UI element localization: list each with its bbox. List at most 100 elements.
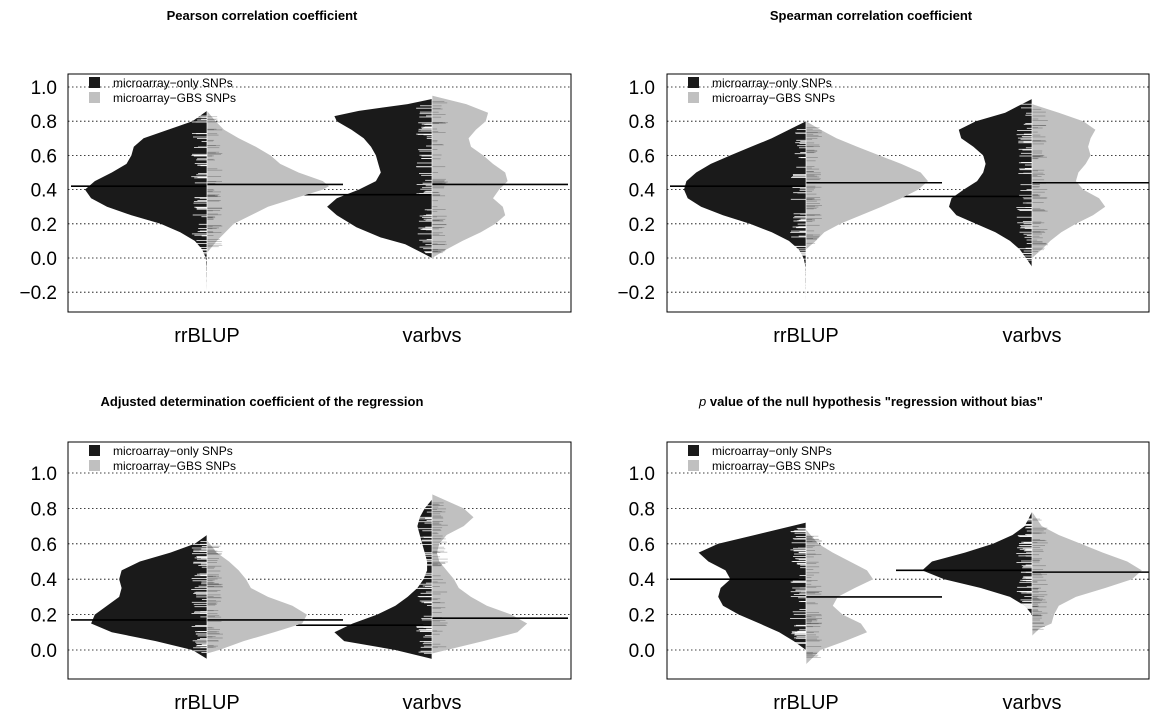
panel-3: Adjusted determination coefficient of th…	[31, 394, 572, 714]
violin-left-rrBLUP	[85, 110, 207, 291]
y-tick-label: 0.8	[31, 499, 57, 520]
violin-left-varbvs	[949, 98, 1032, 267]
y-tick-label: 1.0	[31, 464, 57, 485]
plot-area	[68, 86, 571, 306]
legend-swatch	[688, 445, 699, 456]
violin-left-rrBLUP	[698, 522, 806, 650]
y-tick-label: 0.2	[629, 606, 655, 627]
bean-lines	[432, 101, 448, 254]
bean-lines	[790, 128, 806, 296]
category-label: varbvs	[403, 325, 462, 347]
panel-title-suffix: value of the null hypothesis "regression…	[706, 394, 1043, 409]
bean-lines	[1032, 518, 1048, 631]
y-tick-label: 0.4	[629, 181, 656, 202]
y-tick-label: 0.4	[629, 570, 656, 591]
y-tick-label: 1.0	[629, 464, 655, 485]
panel-title: p value of the null hypothesis "regressi…	[698, 394, 1043, 409]
category-label: rrBLUP	[773, 692, 839, 714]
plot-area	[667, 86, 1149, 306]
y-tick-label: 0.0	[629, 249, 655, 270]
legend-label: microarray−only SNPs	[113, 76, 233, 90]
y-tick-label: 0.0	[31, 249, 57, 270]
axes-box	[67, 73, 572, 313]
y-tick-label: 0.0	[629, 641, 655, 662]
category-label: varbvs	[1003, 325, 1062, 347]
bean-lines	[1032, 108, 1048, 253]
y-tick-label: 0.2	[629, 215, 655, 236]
panel-title-prefix: p	[698, 394, 706, 409]
y-tick-label: −0.2	[19, 283, 57, 304]
category-label: rrBLUP	[773, 325, 839, 347]
legend-label: microarray−GBS SNPs	[113, 459, 236, 473]
legend-swatch	[89, 92, 100, 103]
y-tick-label: 0.4	[31, 181, 58, 202]
violin-right-rrBLUP	[207, 110, 329, 253]
bean-lines	[191, 115, 207, 285]
bean-lines	[1016, 103, 1032, 261]
legend-label: microarray−GBS SNPs	[113, 91, 236, 105]
bean-lines	[806, 535, 822, 658]
bean-lines	[191, 541, 207, 653]
legend-label: microarray−only SNPs	[712, 76, 832, 90]
panel-1: Pearson correlation coefficient 1.0 0.8 0.6…	[19, 8, 572, 347]
violin-left-varbvs	[327, 98, 432, 258]
violin-right-varbvs	[1032, 104, 1106, 258]
y-tick-label: 1.0	[31, 78, 57, 99]
violin-right-varbvs	[432, 95, 508, 258]
legend-label: microarray−only SNPs	[712, 444, 832, 458]
violin-right-varbvs	[1032, 511, 1142, 636]
panel-4: p value of the null hypothesis "regressi…	[629, 394, 1150, 714]
y-tick-label: 0.8	[629, 499, 655, 520]
legend-swatch	[89, 77, 100, 88]
y-tick-label: 0.2	[31, 606, 57, 627]
legend-swatch	[688, 77, 699, 88]
axes-box	[666, 73, 1150, 313]
legend-label: microarray−GBS SNPs	[712, 91, 835, 105]
bean-lines	[207, 545, 223, 648]
bean-lines	[790, 527, 806, 644]
violin-left-varbvs	[334, 499, 432, 659]
category-label: varbvs	[1003, 692, 1062, 714]
plot-area	[667, 462, 1149, 673]
violin-right-rrBLUP	[806, 529, 874, 665]
y-tick-label: 0.6	[629, 146, 655, 167]
panel-2: Spearman correlation coefficient 1.0 0.8 0.…	[617, 8, 1150, 347]
y-tick-label: 0.4	[31, 570, 58, 591]
panel-title: Adjusted determination coefficient of th…	[101, 394, 424, 409]
legend-swatch	[688, 460, 699, 471]
y-tick-label: 0.6	[629, 535, 655, 556]
legend-label: microarray−only SNPs	[113, 444, 233, 458]
legend-swatch	[89, 445, 100, 456]
plot-area	[68, 462, 571, 673]
category-label: varbvs	[403, 692, 462, 714]
bean-lines	[806, 127, 822, 244]
y-tick-label: 0.2	[31, 215, 57, 236]
y-tick-label: 0.8	[31, 112, 57, 133]
y-tick-label: 0.0	[31, 641, 57, 662]
y-tick-label: 0.8	[629, 112, 655, 133]
axes-box	[666, 441, 1150, 680]
violin-right-varbvs	[432, 494, 528, 654]
violin-left-rrBLUP	[91, 534, 207, 659]
violin-right-rrBLUP	[207, 540, 307, 654]
violin-right-rrBLUP	[806, 121, 928, 250]
category-label: rrBLUP	[174, 692, 240, 714]
y-tick-label: 0.6	[31, 535, 57, 556]
bean-lines	[416, 105, 432, 254]
category-label: rrBLUP	[174, 325, 240, 347]
bean-lines	[416, 505, 432, 654]
y-tick-label: 0.6	[31, 146, 57, 167]
axes-box	[67, 441, 572, 680]
y-tick-label: 1.0	[629, 78, 655, 99]
panel-title: Spearman correlation coefficient	[770, 8, 973, 23]
bean-lines	[207, 116, 223, 248]
legend-swatch	[688, 92, 699, 103]
legend-swatch	[89, 460, 100, 471]
violin-left-varbvs	[922, 511, 1032, 615]
violin-left-rrBLUP	[684, 121, 806, 301]
